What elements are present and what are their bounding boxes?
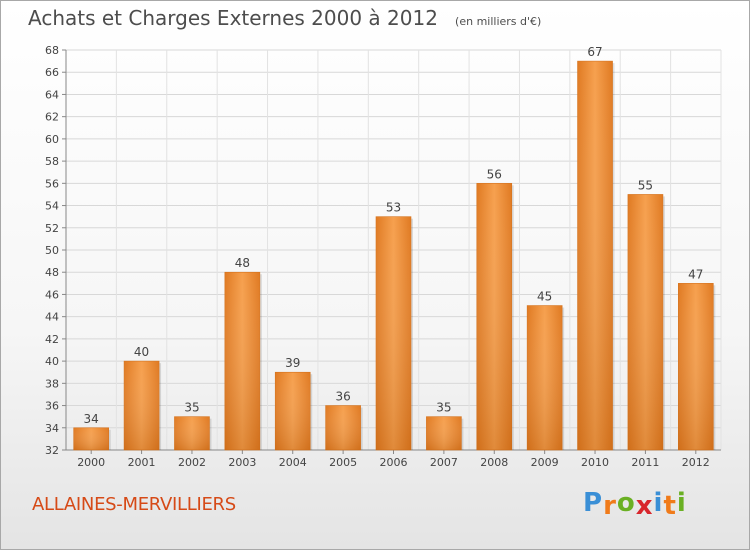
logo-letter: i	[676, 488, 687, 518]
y-tick-label: 40	[45, 355, 59, 368]
bar-shade	[124, 361, 160, 450]
bar-shade	[325, 405, 361, 450]
y-tick-label: 44	[45, 311, 59, 324]
logo-letter: o	[616, 488, 636, 518]
bar-shade	[527, 305, 563, 450]
bar-value-label: 48	[235, 256, 250, 270]
chart-title-block: Achats et Charges Externes 2000 à 2012 (…	[28, 6, 541, 30]
bar-value-label: 47	[688, 267, 703, 281]
bar-value-label: 34	[84, 412, 99, 426]
x-tick-label: 2003	[228, 456, 256, 469]
y-tick-label: 56	[45, 177, 59, 190]
y-tick-label: 50	[45, 244, 59, 257]
logo-letter: t	[663, 491, 677, 521]
x-tick-label: 2010	[581, 456, 609, 469]
bar-value-label: 40	[134, 345, 149, 359]
logo-letter: r	[603, 491, 617, 521]
bar-shade	[224, 272, 260, 450]
bar-shade	[73, 427, 109, 450]
x-tick-label: 2009	[531, 456, 559, 469]
bar-shade	[577, 61, 613, 450]
chart-subtitle: (en milliers d'€)	[455, 15, 542, 28]
logo-letter: i	[653, 488, 664, 518]
y-tick-label: 58	[45, 155, 59, 168]
y-tick-label: 46	[45, 288, 59, 301]
y-tick-label: 36	[45, 400, 59, 413]
bar-shade	[275, 372, 311, 450]
bar-shade	[678, 283, 714, 450]
logo-letter: x	[635, 491, 654, 521]
y-tick-label: 34	[45, 422, 59, 435]
x-tick-label: 2005	[329, 456, 357, 469]
x-tick-label: 2000	[77, 456, 105, 469]
x-tick-label: 2012	[682, 456, 710, 469]
x-tick-label: 2002	[178, 456, 206, 469]
x-tick-label: 2006	[380, 456, 408, 469]
commune-name: ALLAINES-MERVILLIERS	[32, 494, 236, 515]
y-tick-label: 60	[45, 133, 59, 146]
y-tick-label: 32	[45, 444, 59, 457]
y-tick-label: 62	[45, 111, 59, 124]
axis-layer: 32 34 36 38 40 42 44 46 48 50 52 54 56 58 60 62 64 66 68 20…	[45, 44, 721, 469]
x-tick-label: 2004	[279, 456, 307, 469]
bar-shade	[376, 216, 411, 450]
y-tick-label: 52	[45, 222, 59, 235]
y-tick-label: 66	[45, 66, 59, 79]
x-tick-label: 2001	[128, 456, 156, 469]
y-tick-label: 42	[45, 333, 59, 346]
x-tick-label: 2011	[631, 456, 659, 469]
bar-layer: 34 40 35 48 39 36 53 35 56 45 67 55 47	[73, 45, 716, 451]
bar-value-label: 39	[285, 356, 300, 370]
bar-shade	[627, 194, 663, 450]
bar-value-label: 56	[487, 167, 502, 181]
bar-value-label: 35	[184, 401, 199, 415]
x-tick-label: 2008	[480, 456, 508, 469]
y-tick-label: 64	[45, 88, 59, 101]
x-tick-label: 2007	[430, 456, 458, 469]
chart-title: Achats et Charges Externes 2000 à 2012	[28, 6, 438, 30]
proxiti-logo[interactable]: Proxiti	[583, 488, 687, 521]
y-tick-label: 68	[45, 44, 59, 57]
bar-shade	[174, 416, 210, 450]
bar-value-label: 53	[386, 201, 401, 215]
y-tick-label: 48	[45, 266, 59, 279]
y-tick-label: 54	[45, 200, 59, 213]
bar-value-label: 36	[335, 390, 350, 404]
logo-letter: P	[583, 488, 604, 518]
bar-value-label: 67	[587, 45, 602, 59]
bar-value-label: 45	[537, 290, 552, 304]
bar-value-label: 55	[638, 178, 653, 192]
bar-shade	[476, 183, 512, 451]
bar-shade	[426, 416, 462, 450]
y-tick-label: 38	[45, 377, 59, 390]
bar-value-label: 35	[436, 401, 451, 415]
